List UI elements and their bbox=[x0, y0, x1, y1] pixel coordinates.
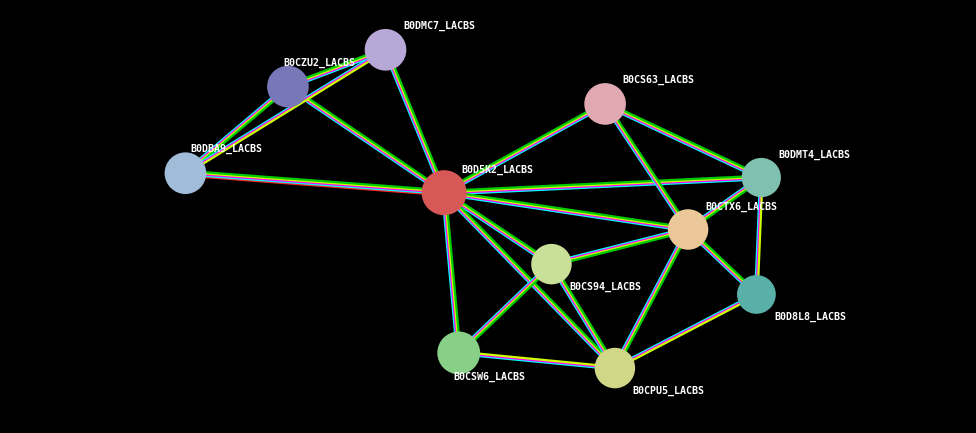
Point bbox=[680, 226, 696, 233]
Text: B0DMT4_LACBS: B0DMT4_LACBS bbox=[779, 150, 851, 160]
Text: B0CSW6_LACBS: B0CSW6_LACBS bbox=[454, 372, 526, 382]
Text: B0DBA9_LACBS: B0DBA9_LACBS bbox=[190, 144, 263, 155]
Text: B0CZU2_LACBS: B0CZU2_LACBS bbox=[283, 58, 355, 68]
Point bbox=[749, 291, 764, 298]
Text: B0CS63_LACBS: B0CS63_LACBS bbox=[623, 75, 695, 85]
Point bbox=[451, 349, 467, 356]
Text: B0D5K2_LACBS: B0D5K2_LACBS bbox=[462, 165, 534, 175]
Point bbox=[436, 189, 452, 196]
Text: B0CTX6_LACBS: B0CTX6_LACBS bbox=[706, 202, 778, 212]
Point bbox=[378, 46, 393, 53]
Text: B0CS94_LACBS: B0CS94_LACBS bbox=[569, 281, 641, 292]
Text: B0D8L8_LACBS: B0D8L8_LACBS bbox=[774, 312, 846, 322]
Point bbox=[607, 365, 623, 372]
Point bbox=[178, 170, 193, 177]
Text: B0CPU5_LACBS: B0CPU5_LACBS bbox=[632, 385, 705, 396]
Point bbox=[544, 261, 559, 268]
Text: B0DMC7_LACBS: B0DMC7_LACBS bbox=[403, 21, 475, 31]
Point bbox=[280, 83, 296, 90]
Point bbox=[753, 174, 769, 181]
Point bbox=[597, 100, 613, 107]
